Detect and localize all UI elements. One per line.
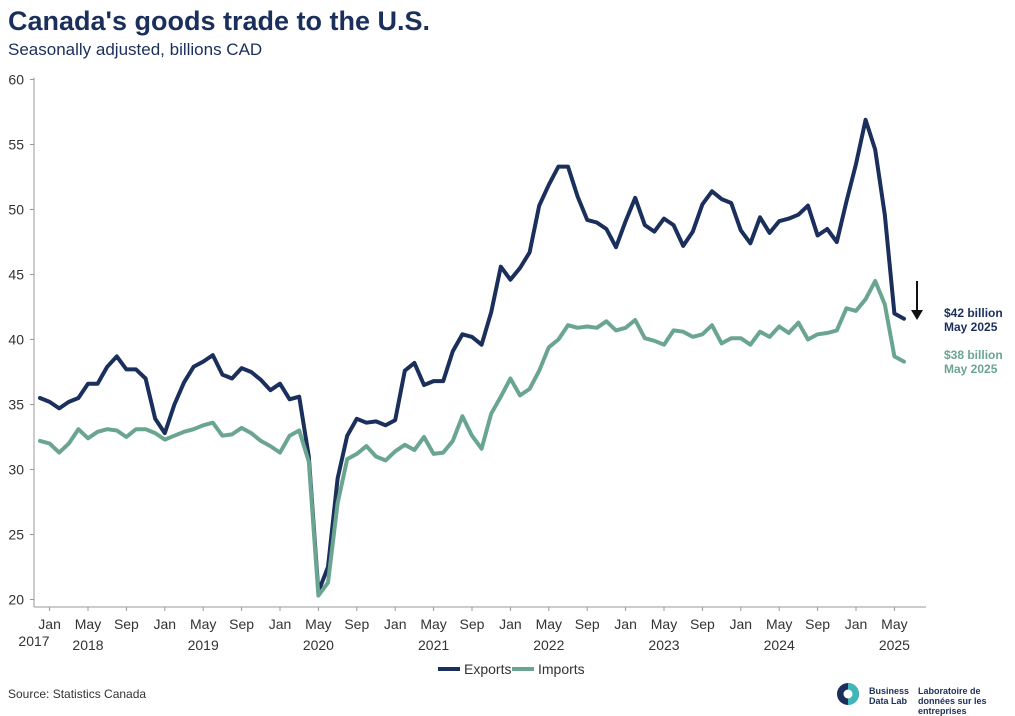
legend-imports-label: Imports: [538, 661, 585, 677]
x-tick-label: Jan: [499, 616, 522, 632]
y-tick-label: 60: [8, 72, 24, 88]
x-tick-label: May: [651, 616, 677, 632]
x-year-label: 2023: [648, 637, 679, 653]
y-tick-label: 20: [8, 592, 24, 608]
business-data-lab-logo: Business Data Lab Laboratoire de données…: [836, 682, 1011, 716]
x-tick-label: Jan: [730, 616, 753, 632]
x-tick-label: Sep: [460, 616, 485, 632]
logo-text-en: Business Data Lab: [869, 686, 910, 706]
x-tick-label: May: [75, 616, 101, 632]
series-line-imports: [38, 279, 906, 598]
y-tick-label: 45: [8, 267, 24, 283]
x-year-label: 2018: [72, 637, 103, 653]
x-tick-label: May: [305, 616, 331, 632]
x-tick-label: Sep: [114, 616, 139, 632]
x-year-label: 2021: [418, 637, 449, 653]
chart-title: Canada's goods trade to the U.S.: [8, 6, 430, 36]
legend-exports-swatch: [438, 667, 460, 672]
x-tick-label: Sep: [805, 616, 830, 632]
x-tick-label: Jan: [614, 616, 637, 632]
imports-annotation-date: May 2025: [944, 362, 998, 376]
exports-annotation-date: May 2025: [944, 320, 998, 334]
decline-arrow-icon: [911, 310, 923, 320]
exports-annotation-value: $42 billion: [944, 306, 1003, 320]
x-year-label: 2020: [303, 637, 334, 653]
x-tick-label: Jan: [845, 616, 868, 632]
x-tick-label: Sep: [229, 616, 254, 632]
x-tick-label: May: [881, 616, 907, 632]
imports-annotation-value: $38 billion: [944, 348, 1003, 362]
x-year-label: 2025: [879, 637, 910, 653]
x-tick-label: Sep: [344, 616, 369, 632]
y-tick-label: 50: [8, 202, 24, 218]
x-tick-label: May: [536, 616, 562, 632]
y-tick-label: 25: [8, 527, 24, 543]
x-year-label: 2024: [764, 637, 795, 653]
x-tick-label: May: [766, 616, 792, 632]
source-note: Source: Statistics Canada: [8, 687, 147, 701]
y-tick-label: 35: [8, 397, 24, 413]
y-tick-label: 30: [8, 462, 24, 478]
x-tick-label: Sep: [690, 616, 715, 632]
chart-subtitle: Seasonally adjusted, billions CAD: [8, 40, 263, 59]
x-tick-label: May: [420, 616, 446, 632]
x-tick-label: Sep: [575, 616, 600, 632]
x-tick-label: Jan: [154, 616, 177, 632]
x-tick-label: Jan: [38, 616, 61, 632]
legend-exports: Exports: [438, 661, 511, 677]
legend-exports-label: Exports: [464, 661, 512, 677]
y-tick-label: 40: [8, 332, 24, 348]
legend-imports-swatch: [512, 667, 534, 672]
x-year-label: 2022: [533, 637, 564, 653]
logo-text-fr: Laboratoire de données sur les entrepris…: [918, 686, 987, 716]
x-tick-label: May: [190, 616, 216, 632]
logo-icon: [837, 683, 859, 705]
x-year-label: 2019: [188, 637, 219, 653]
x-tick-label: Jan: [269, 616, 292, 632]
legend-imports: Imports: [512, 661, 585, 677]
y-tick-label: 55: [8, 137, 24, 153]
x-year-label: 2017: [18, 633, 49, 649]
series-line-exports: [38, 117, 906, 594]
x-tick-label: Jan: [384, 616, 407, 632]
